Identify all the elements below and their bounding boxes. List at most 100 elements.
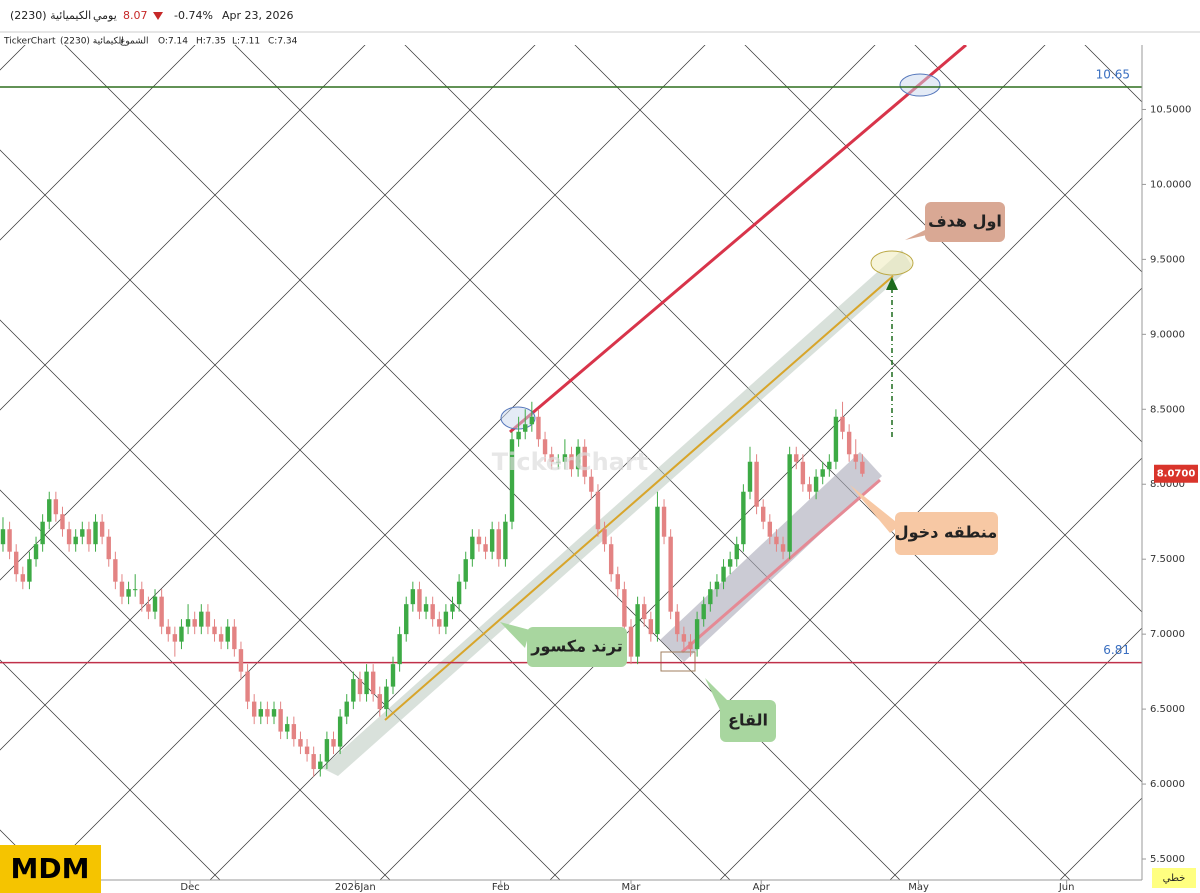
candle-body [337,716,343,747]
candle-body [185,619,191,627]
callout [527,627,627,667]
candle-body [503,521,508,560]
candle-body [7,529,12,552]
level-label: 6.81 [1103,643,1130,657]
candle-body [701,604,706,620]
candle-body [152,596,158,612]
candle-body [357,679,363,695]
candle-body [40,521,45,545]
candle-body [575,446,581,470]
candle-body [860,461,865,474]
trend-line [384,275,894,721]
candle-body [741,491,746,545]
candle-body [450,604,455,612]
candle-body [628,626,634,657]
down-arrow [153,12,163,20]
callout-text: ترند مكسور [530,637,623,656]
candle-body [734,544,739,560]
candle-body [0,529,6,545]
period: يومي [93,9,117,22]
logo: MDM [11,852,90,885]
candle-body [655,506,660,635]
candle-body [404,604,409,635]
y-tick-label: 7.0000 [1150,629,1185,640]
candle-body [853,454,858,462]
diagonal-line [719,457,1142,880]
y-tick-label: 7.5000 [1150,554,1185,565]
diagonal-line [914,45,1142,273]
y-tick-label: 8.0000 [1150,479,1185,490]
candle-body [443,611,449,627]
symbol-name: الكيميائية (2230) [10,9,91,22]
candle-body [20,574,26,582]
date: Apr 23, 2026 [222,9,294,22]
candle-body [251,701,257,717]
candle-body [827,461,832,470]
level-label: 10.65 [1096,67,1130,81]
candle-body [119,581,125,597]
drawings [322,45,967,776]
candle-body [13,551,19,575]
diagonal-line [0,45,196,241]
arrow-head [886,277,898,290]
callout [895,512,998,555]
candle-body [556,461,561,463]
highlight [870,250,914,276]
diagonal-line [549,287,1142,880]
candle-body [536,416,541,440]
candle-body [774,536,779,545]
candle-body [344,701,349,717]
candle-body [205,611,211,627]
candle-body [265,709,270,717]
candle-body [47,499,52,522]
candle-body [549,454,554,462]
candle-body [437,619,442,627]
candle-body [648,619,654,635]
candle-body [33,544,39,560]
candle-body [787,454,792,552]
candle-body [668,536,673,612]
candle-body [166,626,171,635]
diagonal-line [0,45,366,411]
legend-close: C:7.34 [268,37,298,47]
candle-body [456,581,462,605]
candle-body [245,671,250,702]
candle-body [232,626,237,650]
candle-body [754,461,759,507]
candle-body [813,476,819,492]
x-tick-label: 2026Jan [335,882,376,893]
candle-body [529,416,535,425]
candle-body [159,596,164,627]
candle-body [476,536,482,545]
candle-body [615,574,620,590]
candle-body [714,581,720,590]
diagonal-line [0,45,536,581]
candle-body [60,514,65,530]
candle-body [727,559,733,567]
candle-body [318,761,323,770]
diagonal-line [889,627,1142,880]
diagonal-line [379,117,1142,880]
candle-body [595,491,601,530]
logo-box [0,845,101,893]
axes: 5.5000 6.0000 6.5000 7.0000 7.5000 8.0000 8.50… [0,104,1198,893]
legend-high: H:7.35 [196,37,226,47]
candle-body [225,626,230,642]
candle-body [73,536,78,545]
candle-body [635,604,640,657]
candle-body [569,454,574,470]
candle-body [324,739,330,762]
candle-body [397,634,402,665]
legend-symbol: الكيمائية (2230) [60,37,124,47]
y-tick-label: 9.5000 [1150,254,1185,265]
candle-body [496,529,501,560]
candle-body [430,604,435,620]
candle-body [53,499,59,515]
candle-body [291,724,297,740]
candle-body [721,566,726,582]
callout-tail [850,485,900,533]
entry-zone [660,452,882,662]
candle-body [298,739,303,747]
candle-body [509,439,515,522]
